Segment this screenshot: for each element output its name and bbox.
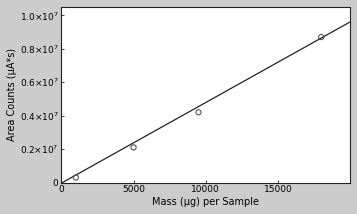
Point <box>131 146 136 149</box>
Point <box>73 176 79 179</box>
Point <box>318 35 324 39</box>
Y-axis label: Area Counts (µA*s): Area Counts (µA*s) <box>7 48 17 141</box>
Point <box>196 111 201 114</box>
X-axis label: Mass (µg) per Sample: Mass (µg) per Sample <box>152 197 259 207</box>
